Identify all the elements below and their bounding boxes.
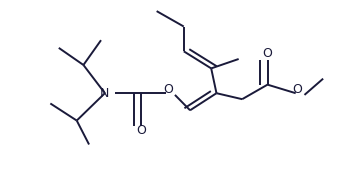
Text: O: O — [263, 47, 272, 60]
Text: O: O — [163, 83, 173, 96]
Text: O: O — [136, 124, 146, 137]
Text: O: O — [293, 83, 302, 96]
Text: N: N — [100, 87, 109, 100]
